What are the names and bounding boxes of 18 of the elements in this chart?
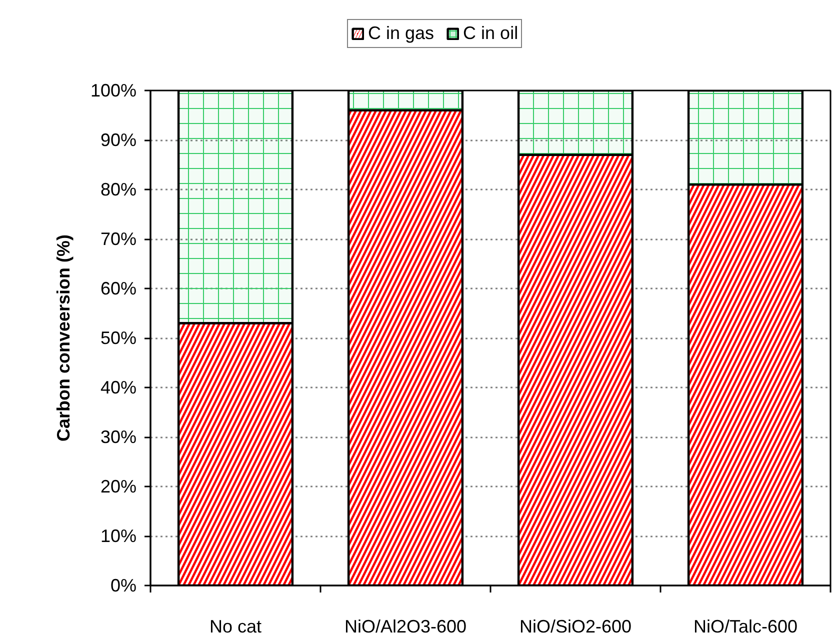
y-tick-label: 40% bbox=[100, 378, 137, 398]
y-tick-label: 10% bbox=[100, 526, 137, 546]
x-tick-label: No cat bbox=[209, 616, 262, 635]
y-tick-label: 30% bbox=[100, 427, 137, 447]
y-tick-label: 90% bbox=[100, 130, 137, 150]
y-tick-label: 60% bbox=[100, 278, 137, 298]
y-tick-label: 100% bbox=[90, 80, 137, 100]
y-tick-label: 0% bbox=[110, 576, 136, 596]
y-axis-title: Carbon conveersion (%) bbox=[53, 234, 74, 442]
legend-label: C in oil bbox=[463, 23, 518, 44]
y-tick-label: 50% bbox=[100, 328, 137, 348]
y-tick-label: 20% bbox=[100, 476, 137, 496]
y-tick-label: 70% bbox=[100, 229, 137, 249]
x-tick-label: NiO/Al2O3-600 bbox=[344, 616, 467, 635]
x-tick-label: NiO/Talc-600 bbox=[693, 616, 798, 635]
x-tick-label: NiO/SiO2-600 bbox=[519, 616, 632, 635]
legend-label: C in gas bbox=[368, 23, 434, 44]
y-tick-label: 80% bbox=[100, 180, 137, 200]
